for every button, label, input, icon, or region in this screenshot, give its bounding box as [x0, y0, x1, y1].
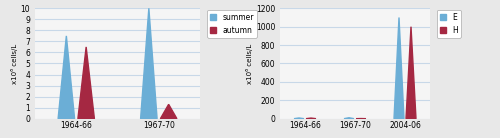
Polygon shape — [294, 118, 304, 119]
Y-axis label: x10⁶ cells/L: x10⁶ cells/L — [10, 43, 18, 84]
Polygon shape — [78, 47, 94, 119]
Legend: summer, autumn: summer, autumn — [207, 10, 257, 38]
Polygon shape — [306, 118, 316, 119]
Polygon shape — [394, 18, 404, 119]
Y-axis label: x10⁶ cells/L: x10⁶ cells/L — [246, 43, 253, 84]
Polygon shape — [58, 36, 74, 119]
Legend: E, H: E, H — [437, 10, 461, 38]
Polygon shape — [160, 104, 177, 119]
Polygon shape — [344, 118, 354, 119]
Polygon shape — [140, 8, 157, 119]
Polygon shape — [406, 27, 416, 119]
